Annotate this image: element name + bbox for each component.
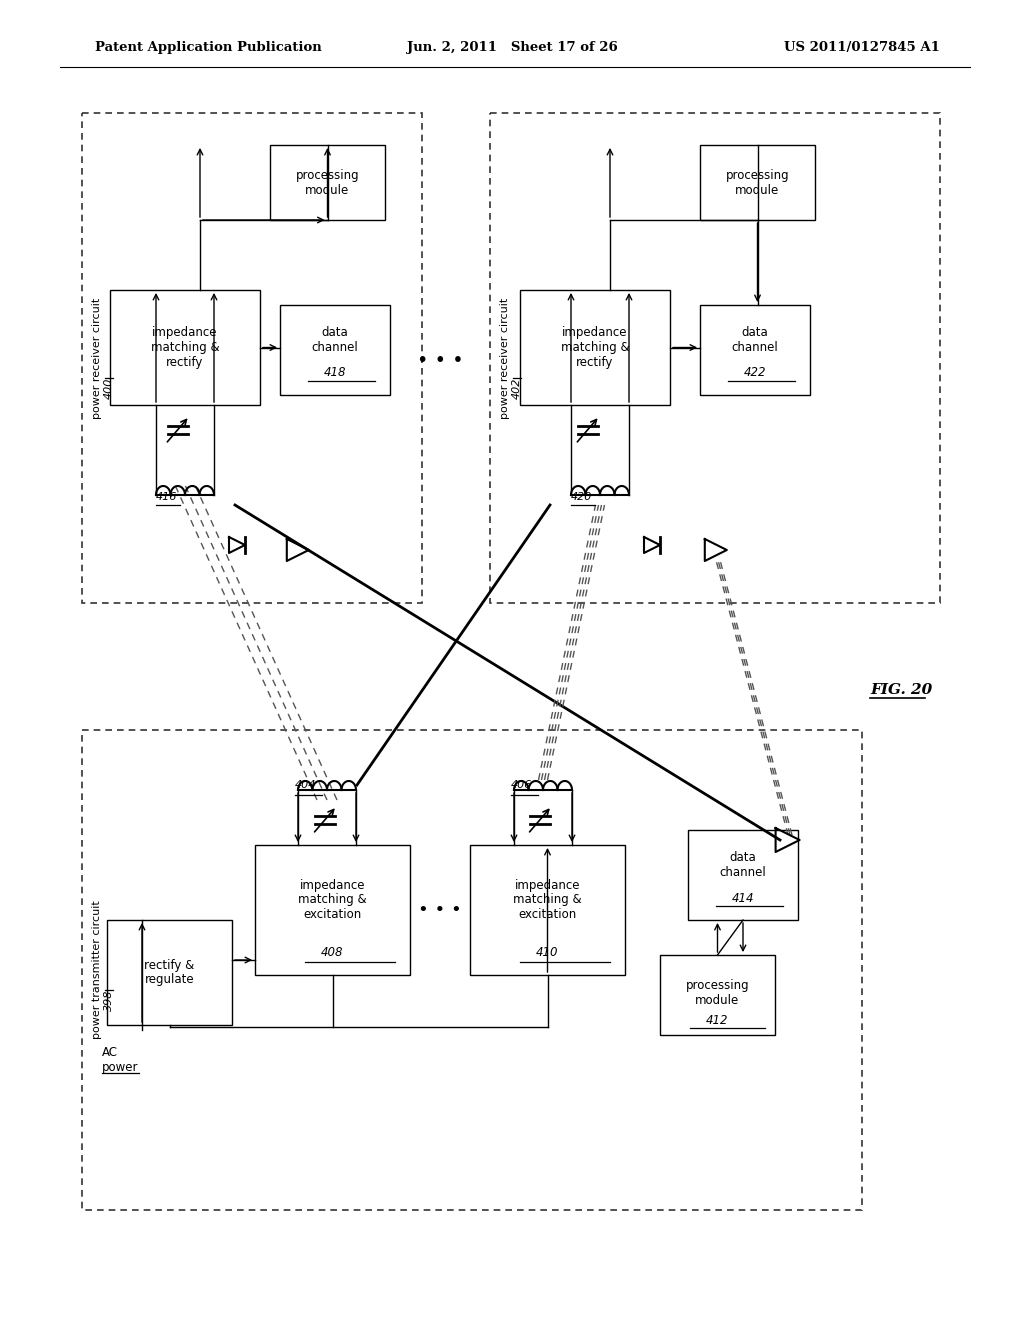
Text: FIG. 20: FIG. 20 [870,682,932,697]
Bar [82,730,862,1210]
Text: 404: 404 [295,780,316,789]
Text: 412: 412 [707,1014,729,1027]
Bar [270,145,385,220]
Text: power transmitter circuit: power transmitter circuit [92,900,102,1039]
Text: data
channel: data channel [311,326,358,354]
Text: impedance
matching &
excitation: impedance matching & excitation [513,879,582,921]
Text: US 2011/0127845 A1: US 2011/0127845 A1 [784,41,940,54]
Text: 422: 422 [743,367,766,380]
Bar [490,114,940,603]
Text: rectify &
regulate: rectify & regulate [144,958,195,986]
Text: Patent Application Publication: Patent Application Publication [95,41,322,54]
Text: impedance
matching &
excitation: impedance matching & excitation [298,879,367,921]
Text: AC
power: AC power [102,1045,138,1074]
Bar [82,114,422,603]
Text: 418: 418 [324,367,346,380]
Text: 410: 410 [537,946,559,960]
Bar [106,920,232,1026]
Text: • • •: • • • [418,902,462,919]
Bar [280,305,390,395]
Bar [660,954,775,1035]
Bar [255,845,410,975]
Bar [700,145,815,220]
Text: 416: 416 [156,492,177,502]
Text: • • •: • • • [417,351,463,370]
Text: 400: 400 [104,378,114,399]
Text: processing
module: processing module [726,169,790,197]
Bar [470,845,625,975]
Text: 406: 406 [511,780,532,789]
Bar [700,305,810,395]
Text: 420: 420 [571,492,592,502]
Bar [688,830,798,920]
Text: 398: 398 [104,989,114,1011]
Text: impedance
matching &
rectify: impedance matching & rectify [151,326,219,370]
Text: power receiver circuit: power receiver circuit [500,297,510,418]
Text: Jun. 2, 2011   Sheet 17 of 26: Jun. 2, 2011 Sheet 17 of 26 [407,41,617,54]
Text: data
channel: data channel [731,326,778,354]
Bar [520,290,670,405]
Text: power receiver circuit: power receiver circuit [92,297,102,418]
Text: 414: 414 [732,891,755,904]
Text: processing
module: processing module [686,979,750,1007]
Bar [110,290,260,405]
Text: 402: 402 [512,378,522,399]
Text: impedance
matching &
rectify: impedance matching & rectify [561,326,630,370]
Text: 408: 408 [322,946,344,960]
Text: data
channel: data channel [720,851,766,879]
Text: processing
module: processing module [296,169,359,197]
